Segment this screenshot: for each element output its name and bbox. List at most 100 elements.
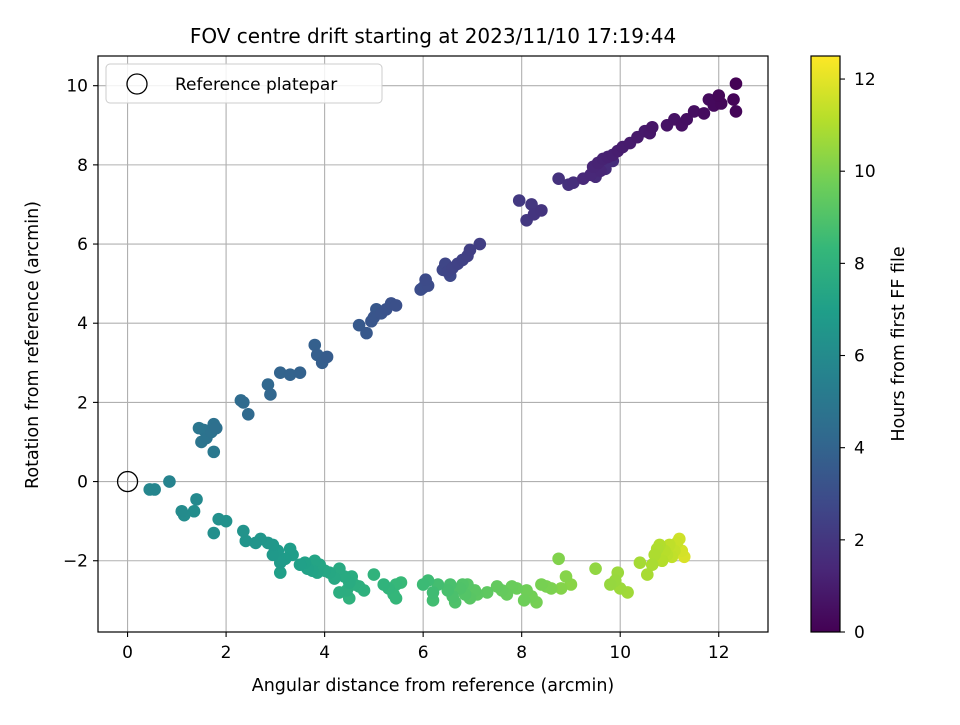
data-point <box>729 105 743 118</box>
colorbar-tick-label: 8 <box>854 254 865 274</box>
data-point <box>517 594 531 607</box>
colorbar-tick-label: 2 <box>854 531 865 551</box>
data-point <box>187 504 201 518</box>
data-point <box>207 526 221 540</box>
legend-box <box>105 63 383 104</box>
plot-frame <box>97 55 769 633</box>
legend-label: Reference platepar <box>175 75 337 95</box>
data-point <box>441 584 455 597</box>
data-point <box>360 326 373 340</box>
data-point <box>641 568 654 581</box>
data-point <box>567 176 580 189</box>
y-tick-label: 8 <box>77 156 88 176</box>
data-point <box>535 578 548 591</box>
data-point <box>389 299 403 312</box>
data-point <box>261 378 275 391</box>
colorbar-ticks: 0 2 4 6 8 10 12 <box>840 70 876 643</box>
data-point <box>645 558 659 572</box>
data-point <box>554 582 568 595</box>
reference-marker-group <box>116 470 139 493</box>
data-point <box>648 548 661 562</box>
data-point <box>426 586 440 599</box>
colorbar: 0 2 4 6 8 10 12 Hours from first FF file <box>810 55 909 643</box>
data-point <box>239 534 253 548</box>
x-tick-label: 10 <box>609 643 631 663</box>
data-point <box>480 586 494 599</box>
reference-marker <box>116 470 139 493</box>
data-point <box>416 578 430 591</box>
legend-marker <box>126 73 148 95</box>
data-point <box>490 580 504 593</box>
data-point <box>293 558 307 572</box>
data-point <box>241 407 255 421</box>
chart-title: FOV centre drift starting at 2023/11/10 … <box>190 24 676 48</box>
data-point <box>512 194 526 207</box>
colorbar-label: Hours from first FF file <box>889 246 909 441</box>
data-point <box>473 237 487 251</box>
data-point <box>273 556 287 570</box>
data-point <box>680 113 694 126</box>
y-axis-label: Rotation from reference (arcmin) <box>23 201 43 489</box>
data-point <box>633 556 647 570</box>
y-tick-label: 10 <box>66 77 88 97</box>
data-point <box>712 89 726 102</box>
data-point <box>377 578 391 591</box>
x-axis-ticks: 0 2 4 6 8 10 12 <box>122 632 730 663</box>
data-point <box>207 445 221 459</box>
data-point <box>552 552 565 566</box>
x-tick-label: 12 <box>708 643 730 663</box>
colorbar-tick-label: 12 <box>854 70 876 90</box>
data-point <box>367 568 381 581</box>
data-point <box>697 107 711 120</box>
y-tick-label: 0 <box>77 473 88 493</box>
data-point <box>333 586 346 599</box>
data-point <box>266 548 280 562</box>
x-tick-label: 6 <box>418 643 429 663</box>
data-point <box>273 566 287 579</box>
data-point <box>645 120 659 134</box>
colorbar-frame <box>810 55 841 633</box>
y-axis-ticks: −2 0 2 4 6 8 10 <box>63 77 98 572</box>
data-point <box>148 483 161 496</box>
data-point <box>727 93 740 106</box>
colorbar-tick-label: 10 <box>854 162 876 182</box>
x-tick-label: 8 <box>516 643 527 663</box>
data-point <box>163 475 176 488</box>
data-point <box>729 77 743 91</box>
data-point <box>687 105 701 118</box>
data-point <box>559 570 573 583</box>
colorbar-gradient <box>811 56 840 632</box>
data-point <box>308 554 322 568</box>
data-point <box>453 582 467 595</box>
scatter-points <box>143 77 743 609</box>
data-point <box>190 493 203 506</box>
x-tick-label: 2 <box>221 643 232 663</box>
data-point <box>237 396 250 409</box>
data-point <box>463 243 477 257</box>
data-point <box>237 524 250 538</box>
colorbar-tick-label: 4 <box>854 439 865 459</box>
data-point <box>212 512 225 526</box>
data-point <box>589 562 602 575</box>
data-point <box>283 542 297 556</box>
y-tick-label: 6 <box>77 235 88 255</box>
colorbar-tick-label: 0 <box>854 623 865 643</box>
y-tick-label: −2 <box>63 552 88 572</box>
data-point <box>419 273 432 286</box>
data-point <box>283 368 297 381</box>
data-point <box>535 204 548 217</box>
data-point <box>293 366 307 380</box>
data-point <box>320 350 334 364</box>
data-point <box>308 338 322 352</box>
data-point <box>209 421 223 435</box>
data-point <box>604 578 617 591</box>
data-point <box>525 198 538 211</box>
data-point <box>333 562 346 575</box>
data-point <box>520 584 533 597</box>
x-axis-label: Angular distance from reference (arcmin) <box>252 676 615 696</box>
data-point <box>249 536 262 550</box>
x-tick-label: 4 <box>319 643 330 663</box>
legend: Reference platepar <box>105 63 383 104</box>
